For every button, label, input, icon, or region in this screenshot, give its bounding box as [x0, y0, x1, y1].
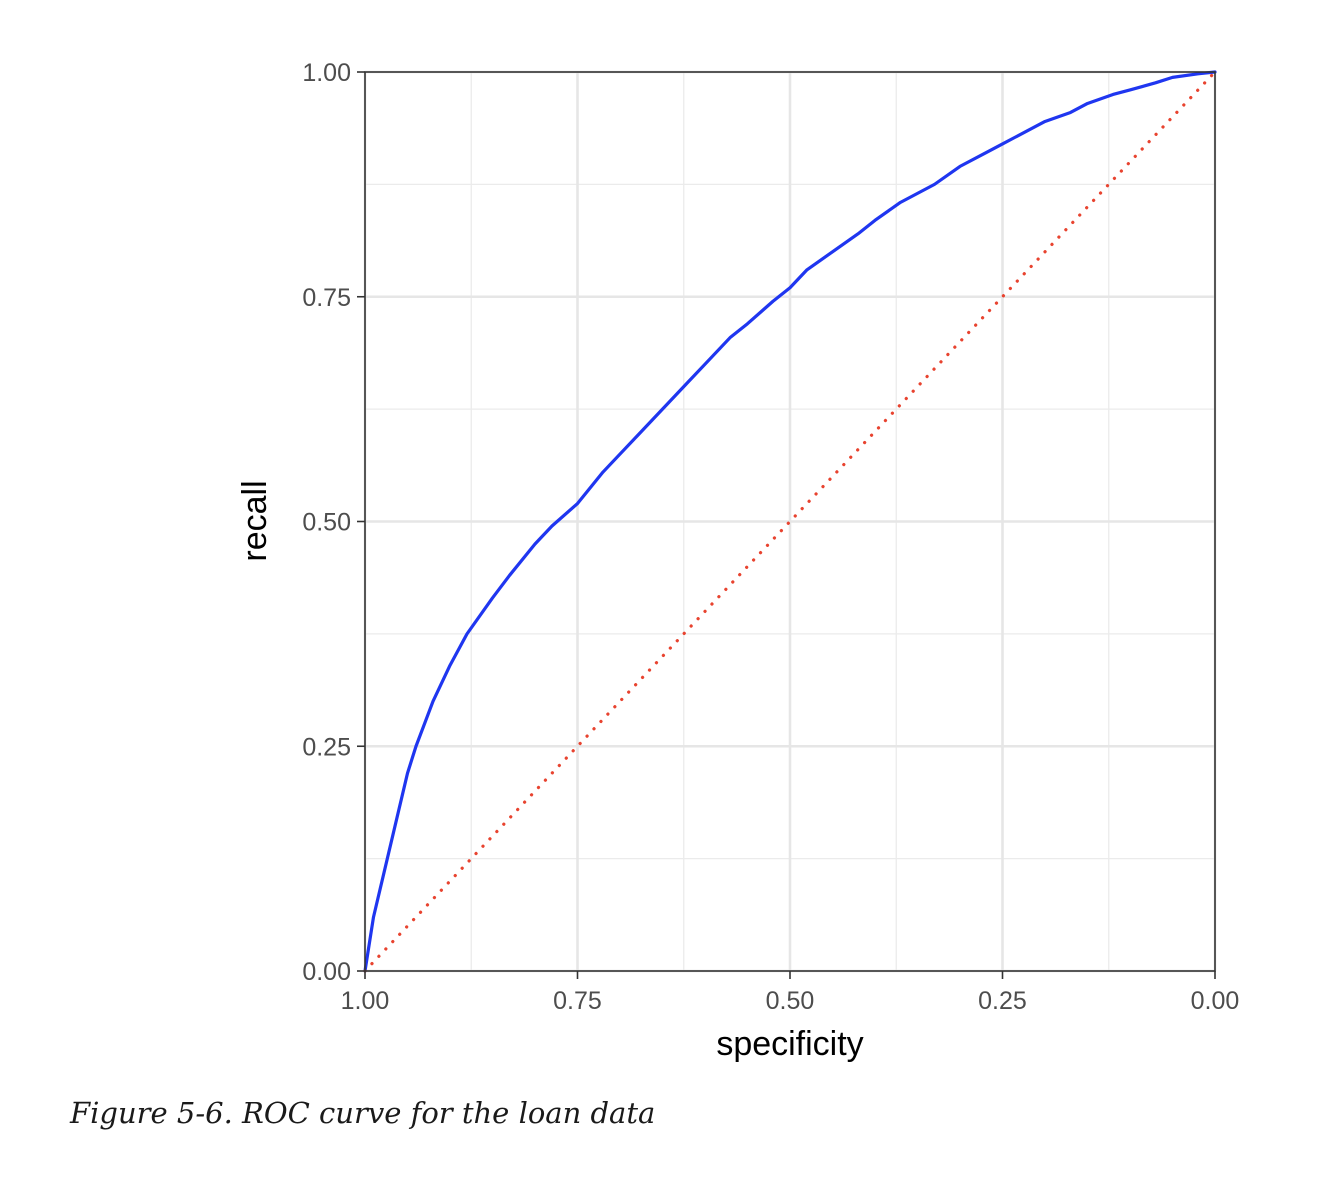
x-tick-label: 0.00: [1191, 987, 1240, 1015]
y-tick-label: 0.00: [302, 958, 351, 986]
y-tick-label: 0.25: [302, 733, 351, 761]
x-tick-label: 1.00: [341, 987, 390, 1015]
y-tick-label: 1.00: [302, 59, 351, 87]
series-layer: [363, 70, 1217, 973]
x-tick-label: 0.50: [766, 987, 815, 1015]
x-tick-label: 0.25: [978, 987, 1027, 1015]
y-tick-label: 0.50: [302, 509, 351, 537]
roc-curve-line: [363, 70, 1217, 973]
chance-diagonal-line: [363, 70, 1217, 973]
y-axis: 0.00 0.25 0.50 0.75 1.00: [302, 59, 365, 986]
figure-caption: Figure 5-6. ROC curve for the loan data: [70, 1096, 656, 1130]
x-tick-label: 0.75: [553, 987, 602, 1015]
y-tick-label: 0.75: [302, 284, 351, 312]
x-axis-title: specificity: [716, 1025, 863, 1063]
x-axis: 1.00 0.75 0.50 0.25 0.00: [341, 971, 1240, 1015]
y-axis-title: recall: [236, 480, 274, 561]
